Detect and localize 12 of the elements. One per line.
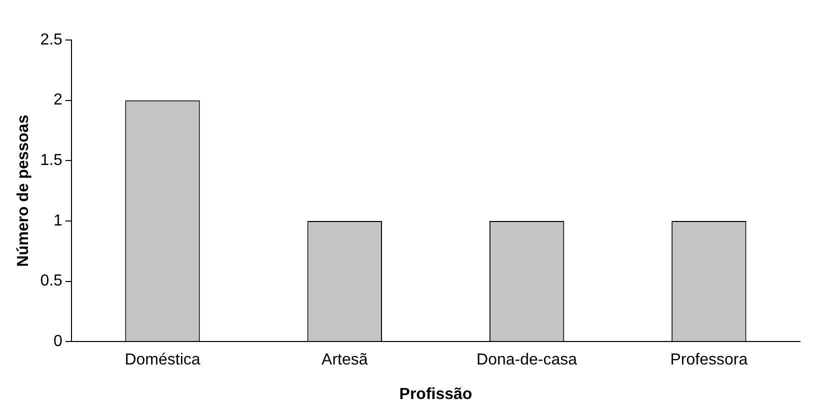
y-tick-label: 0 bbox=[54, 333, 63, 350]
y-tick-label: 1.5 bbox=[40, 152, 63, 170]
y-tick-label: 1 bbox=[54, 212, 63, 230]
x-tick-label: Dona-de-casa bbox=[476, 352, 578, 369]
y-axis-title: Número de pessoas bbox=[15, 114, 32, 267]
y-tick-label: 2 bbox=[54, 92, 63, 109]
y-tick-label: 0.5 bbox=[40, 272, 63, 290]
x-tick-label: Professora bbox=[670, 352, 748, 369]
x-axis-title: Profissão bbox=[399, 386, 472, 403]
y-tick-label: 2.5 bbox=[40, 31, 63, 48]
x-tick-label: Artesã bbox=[322, 352, 368, 369]
x-tick-label: Doméstica bbox=[124, 352, 200, 369]
